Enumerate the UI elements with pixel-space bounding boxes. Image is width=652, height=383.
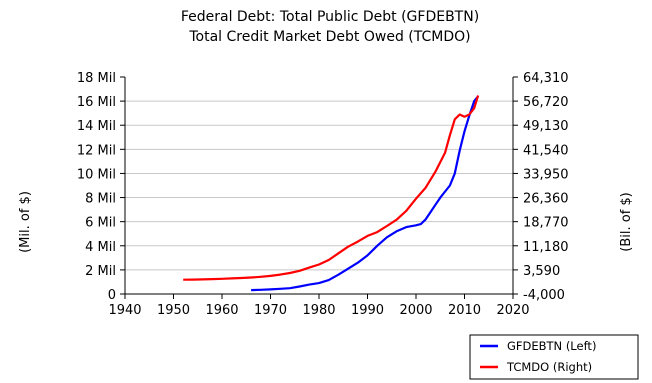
- gridlines: [125, 100, 513, 271]
- y-right-tick-label: 64,310: [523, 71, 569, 86]
- y-right-tick-label: 18,770: [523, 216, 569, 231]
- x-tick-label: 2010: [448, 303, 481, 318]
- y-axis-right-title: (Bil. of $): [619, 192, 634, 251]
- y-left-tick-label: 0: [108, 288, 116, 303]
- x-tick-label: 2000: [399, 303, 432, 318]
- axes: [120, 76, 518, 299]
- chart-subtitle: Total Credit Market Debt Owed (TCMDO): [188, 29, 470, 45]
- tick-labels: 0 -4,000 2 Mil 3,590 4 Mil 11,180 6 Mil 18,770 8…: [77, 71, 569, 318]
- y-right-tick-label: 49,130: [523, 119, 569, 134]
- x-tick-label: 2020: [496, 303, 529, 318]
- y-left-tick-label: 18 Mil: [77, 71, 116, 86]
- y-right-tick-label: 3,590: [523, 264, 560, 279]
- series-line-gfdebtn: [251, 95, 479, 292]
- y-right-tick-label: 26,360: [523, 192, 569, 207]
- x-tick-label: 1980: [302, 303, 335, 318]
- series-line-tcmdo: [183, 95, 480, 281]
- y-left-tick-label: 6 Mil: [85, 216, 116, 231]
- y-right-tick-label: 41,540: [523, 143, 569, 158]
- legend-label-tcmdo: TCMDO (Right): [506, 360, 592, 374]
- y-left-tick-label: 2 Mil: [85, 264, 116, 279]
- y-axis-left-title: (Mil. of $): [18, 191, 33, 253]
- y-right-tick-label: -4,000: [523, 288, 565, 303]
- y-right-tick-label: 33,950: [523, 167, 569, 182]
- legend-label-gfdebtn: GFDEBTN (Left): [507, 339, 596, 353]
- x-tick-label: 1970: [254, 303, 287, 318]
- series-layer: [183, 95, 480, 292]
- x-tick-label: 1990: [351, 303, 384, 318]
- chart-title: Federal Debt: Total Public Debt (GFDEBTN…: [181, 9, 479, 25]
- y-left-tick-label: 12 Mil: [77, 143, 116, 158]
- legend-box: [469, 334, 639, 380]
- x-tick-label: 1940: [108, 303, 141, 318]
- legend: GFDEBTN (Left) TCMDO (Right): [469, 334, 639, 380]
- y-left-tick-label: 10 Mil: [77, 167, 116, 182]
- y-left-tick-label: 14 Mil: [77, 119, 116, 134]
- y-right-tick-label: 11,180: [523, 240, 569, 255]
- x-tick-label: 1960: [205, 303, 238, 318]
- y-left-tick-label: 16 Mil: [77, 95, 116, 110]
- y-left-tick-label: 4 Mil: [85, 240, 116, 255]
- y-right-tick-label: 56,720: [523, 95, 569, 110]
- x-tick-label: 1950: [157, 303, 190, 318]
- y-left-tick-label: 8 Mil: [85, 192, 116, 207]
